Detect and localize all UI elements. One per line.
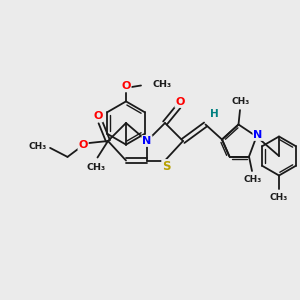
Text: S: S: [162, 160, 171, 173]
Text: N: N: [254, 130, 262, 140]
Text: CH₃: CH₃: [232, 97, 250, 106]
Text: O: O: [93, 111, 103, 122]
Text: H: H: [209, 109, 218, 119]
Text: O: O: [121, 81, 131, 92]
Text: CH₃: CH₃: [244, 175, 262, 184]
Text: CH₃: CH₃: [86, 163, 106, 172]
Text: O: O: [78, 140, 88, 150]
Text: CH₃: CH₃: [28, 142, 46, 151]
Text: CH₃: CH₃: [152, 80, 172, 89]
Text: CH₃: CH₃: [270, 193, 288, 202]
Text: N: N: [142, 136, 152, 146]
Text: O: O: [175, 97, 185, 107]
